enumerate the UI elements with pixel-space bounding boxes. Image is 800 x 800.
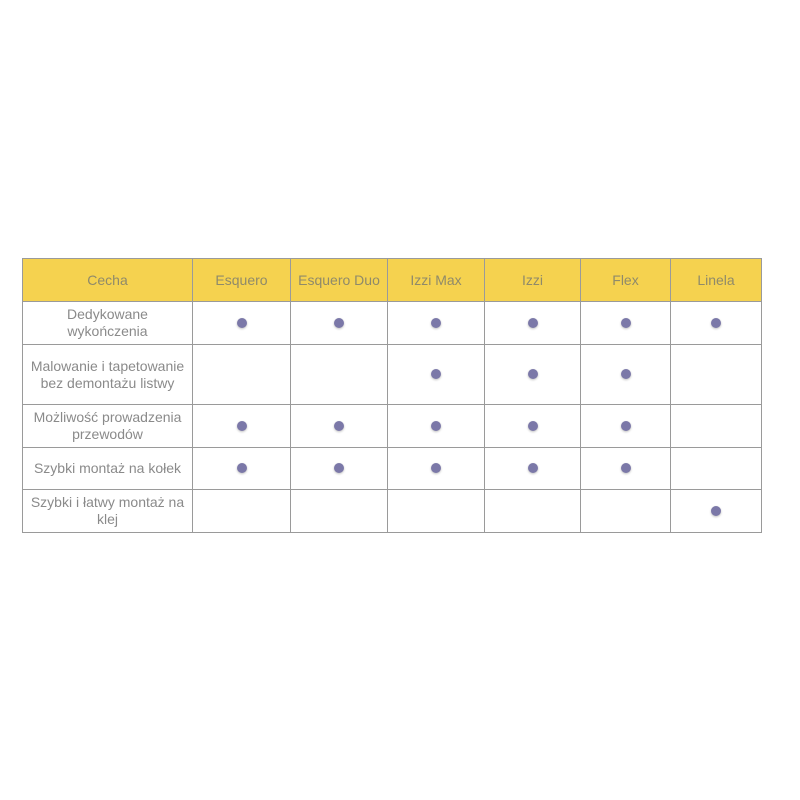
mark-cell: [484, 447, 581, 490]
mark-cell: [580, 447, 671, 490]
mark-cell: [387, 404, 485, 448]
dot-icon: [527, 317, 538, 328]
dot-icon: [236, 420, 247, 431]
mark-cell: [192, 489, 291, 533]
feature-cell: Możliwość prowadzenia przewodów: [22, 404, 193, 448]
feature-cell: Malowanie i tapetowanie bez demontażu li…: [22, 344, 193, 405]
mark-cell: [670, 447, 762, 490]
mark-cell: [670, 301, 762, 345]
table-row: Szybki i łatwy montaż na klej: [22, 489, 762, 533]
mark-cell: [192, 344, 291, 405]
mark-cell: [670, 404, 762, 448]
mark-cell: [192, 301, 291, 345]
mark-cell: [387, 447, 485, 490]
mark-cell: [290, 301, 388, 345]
dot-icon: [711, 505, 721, 516]
mark-cell: [192, 404, 291, 448]
dot-icon: [334, 420, 344, 431]
column-header: Flex: [580, 258, 671, 302]
dot-icon: [527, 463, 538, 473]
mark-cell: [192, 447, 291, 490]
dot-icon: [431, 463, 441, 473]
table-row: Dedykowane wykończenia: [22, 301, 762, 345]
comparison-table: Cecha Esquero Esquero Duo Izzi Max Izzi Flex L…: [22, 258, 762, 533]
mark-cell: [290, 447, 388, 490]
mark-cell: [387, 489, 485, 533]
mark-cell: [484, 344, 581, 405]
dot-icon: [334, 317, 344, 328]
column-header: Esquero: [192, 258, 291, 302]
table-row: Szybki montaż na kołek: [22, 447, 762, 490]
dot-icon: [620, 317, 631, 328]
dot-icon: [711, 317, 721, 328]
column-header: Cecha: [22, 258, 193, 302]
mark-cell: [484, 301, 581, 345]
table-row: Możliwość prowadzenia przewodów: [22, 404, 762, 448]
mark-cell: [670, 344, 762, 405]
mark-cell: [580, 301, 671, 345]
dot-icon: [527, 420, 538, 431]
dot-icon: [236, 317, 247, 328]
mark-cell: [670, 489, 762, 533]
dot-icon: [236, 463, 247, 473]
dot-icon: [334, 463, 344, 473]
column-header: Izzi Max: [387, 258, 485, 302]
mark-cell: [387, 344, 485, 405]
mark-cell: [580, 344, 671, 405]
mark-cell: [484, 404, 581, 448]
mark-cell: [387, 301, 485, 345]
mark-cell: [580, 404, 671, 448]
column-header: Esquero Duo: [290, 258, 388, 302]
feature-cell: Dedykowane wykończenia: [22, 301, 193, 345]
dot-icon: [431, 369, 441, 379]
dot-icon: [620, 369, 631, 379]
dot-icon: [620, 463, 631, 473]
mark-cell: [484, 489, 581, 533]
column-header: Linela: [670, 258, 762, 302]
feature-cell: Szybki montaż na kołek: [22, 447, 193, 490]
table-row: Malowanie i tapetowanie bez demontażu li…: [22, 344, 762, 405]
dot-icon: [431, 317, 441, 328]
dot-icon: [620, 420, 631, 431]
mark-cell: [580, 489, 671, 533]
header-row: Cecha Esquero Esquero Duo Izzi Max Izzi Flex L…: [22, 258, 762, 302]
feature-cell: Szybki i łatwy montaż na klej: [22, 489, 193, 533]
column-header: Izzi: [484, 258, 581, 302]
dot-icon: [527, 369, 538, 379]
mark-cell: [290, 404, 388, 448]
mark-cell: [290, 489, 388, 533]
dot-icon: [431, 420, 441, 431]
mark-cell: [290, 344, 388, 405]
